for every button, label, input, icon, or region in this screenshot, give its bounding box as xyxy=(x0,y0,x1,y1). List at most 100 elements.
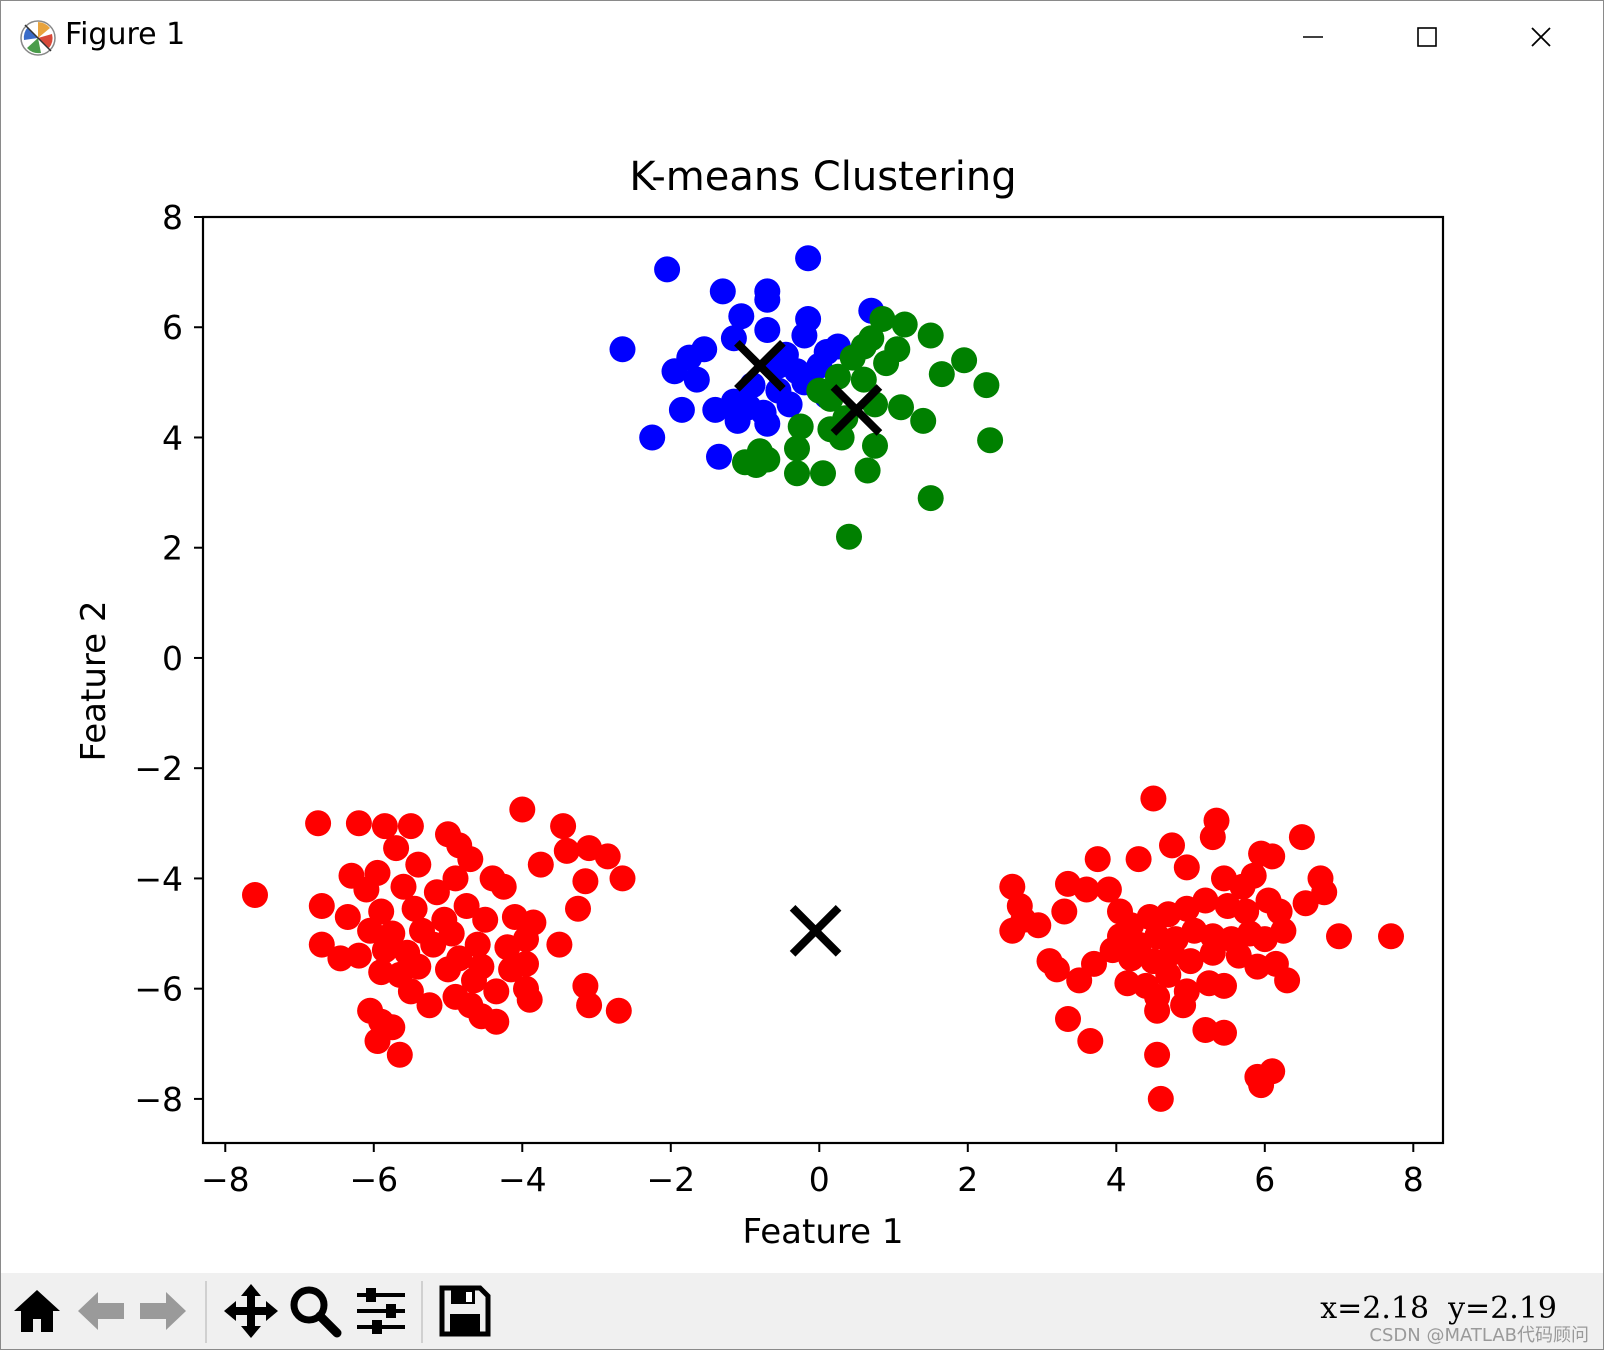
data-point xyxy=(308,931,335,958)
data-point xyxy=(754,410,781,437)
data-point xyxy=(416,992,443,1019)
data-point xyxy=(401,895,428,922)
y-tick-label: 0 xyxy=(162,639,183,678)
data-point xyxy=(754,286,781,313)
data-point xyxy=(858,325,885,352)
y-tick-label: 2 xyxy=(162,529,183,568)
data-point xyxy=(345,810,372,837)
window-title: Figure 1 xyxy=(65,17,186,52)
data-point xyxy=(977,427,1004,454)
data-point xyxy=(1274,967,1301,994)
data-point xyxy=(1170,992,1197,1019)
x-tick-label: −2 xyxy=(646,1160,695,1199)
data-point xyxy=(1025,912,1052,939)
x-tick-label: −6 xyxy=(349,1160,398,1199)
x-tick-label: 2 xyxy=(957,1160,978,1199)
x-tick-label: 8 xyxy=(1403,1160,1424,1199)
data-point xyxy=(784,460,810,487)
configure-subplots-button[interactable] xyxy=(351,1281,411,1341)
data-point xyxy=(928,361,955,388)
data-point xyxy=(371,937,398,964)
maximize-button[interactable] xyxy=(1397,15,1457,59)
data-point xyxy=(1118,945,1145,972)
data-point xyxy=(1192,887,1219,914)
data-point xyxy=(1203,807,1230,834)
data-point xyxy=(709,278,736,305)
data-point xyxy=(1084,846,1111,873)
data-point xyxy=(1159,832,1185,859)
data-point xyxy=(951,347,978,374)
home-button[interactable] xyxy=(7,1281,67,1341)
data-point xyxy=(1095,876,1122,903)
data-point xyxy=(810,460,836,487)
data-point xyxy=(483,1008,510,1035)
data-point xyxy=(242,882,268,908)
centroid-marker xyxy=(734,339,786,392)
watermark-text: CSDN @MATLAB代码顾问 xyxy=(1369,1325,1589,1346)
data-point xyxy=(1270,917,1297,944)
data-point xyxy=(1177,948,1204,975)
save-button[interactable] xyxy=(435,1281,495,1341)
data-point xyxy=(1326,923,1352,950)
data-point xyxy=(605,997,632,1024)
data-point xyxy=(435,956,461,983)
data-point xyxy=(442,865,469,892)
data-point xyxy=(483,978,510,1005)
data-point xyxy=(457,846,484,873)
forward-button[interactable] xyxy=(133,1281,193,1341)
x-axis-ticks: −8 −6 −4 −2 0 2 4 6 8 xyxy=(201,1143,1424,1199)
data-point xyxy=(1248,1072,1275,1099)
data-point xyxy=(609,336,636,363)
y-tick-label: −2 xyxy=(134,749,183,788)
data-point xyxy=(572,972,599,999)
save-icon xyxy=(439,1285,491,1337)
data-point xyxy=(668,396,695,423)
x-tick-label: 6 xyxy=(1254,1160,1275,1199)
data-point xyxy=(308,893,335,919)
data-point xyxy=(850,366,877,393)
data-point xyxy=(368,898,395,925)
data-point xyxy=(873,350,900,377)
data-point xyxy=(999,917,1026,944)
data-point xyxy=(383,835,410,862)
x-tick-label: 0 xyxy=(809,1160,830,1199)
minimize-button[interactable] xyxy=(1283,15,1343,59)
data-point xyxy=(386,1041,413,1068)
data-point xyxy=(1292,890,1319,917)
data-point xyxy=(423,879,450,906)
home-icon xyxy=(14,1290,60,1332)
x-tick-label: −4 xyxy=(498,1160,547,1199)
data-point xyxy=(854,457,881,484)
data-point xyxy=(784,435,810,462)
maximize-icon xyxy=(1417,27,1437,47)
y-tick-label: −4 xyxy=(134,859,183,898)
data-point xyxy=(754,317,781,343)
toolbar-separator xyxy=(205,1281,207,1343)
data-point xyxy=(917,485,944,512)
data-point xyxy=(1043,956,1070,983)
data-point xyxy=(1288,824,1315,851)
close-button[interactable] xyxy=(1511,15,1571,59)
back-button[interactable] xyxy=(71,1281,131,1341)
centroid-marker xyxy=(789,904,842,957)
data-point xyxy=(888,394,914,421)
matplotlib-logo-icon xyxy=(20,20,56,56)
data-point xyxy=(1266,898,1293,925)
data-point xyxy=(1211,972,1237,999)
data-point xyxy=(1378,923,1404,950)
cursor-coordinates: x=2.18 y=2.19 xyxy=(1320,1291,1557,1326)
data-point xyxy=(795,245,822,272)
data-point xyxy=(639,424,666,451)
data-point xyxy=(609,865,636,892)
title-bar: Figure 1 xyxy=(1,1,1603,73)
data-point xyxy=(1211,1019,1237,1046)
data-point xyxy=(1144,997,1171,1024)
zoom-button[interactable] xyxy=(285,1281,345,1341)
data-point xyxy=(594,843,621,870)
pan-button[interactable] xyxy=(221,1281,281,1341)
data-point xyxy=(345,942,372,969)
y-tick-label: −6 xyxy=(134,970,183,1009)
data-point xyxy=(464,931,491,958)
figure-canvas[interactable]: K-means Clustering −8 −6 −4 −2 0 2 4 6 8 −8 −6 −4−… xyxy=(1,73,1603,1273)
